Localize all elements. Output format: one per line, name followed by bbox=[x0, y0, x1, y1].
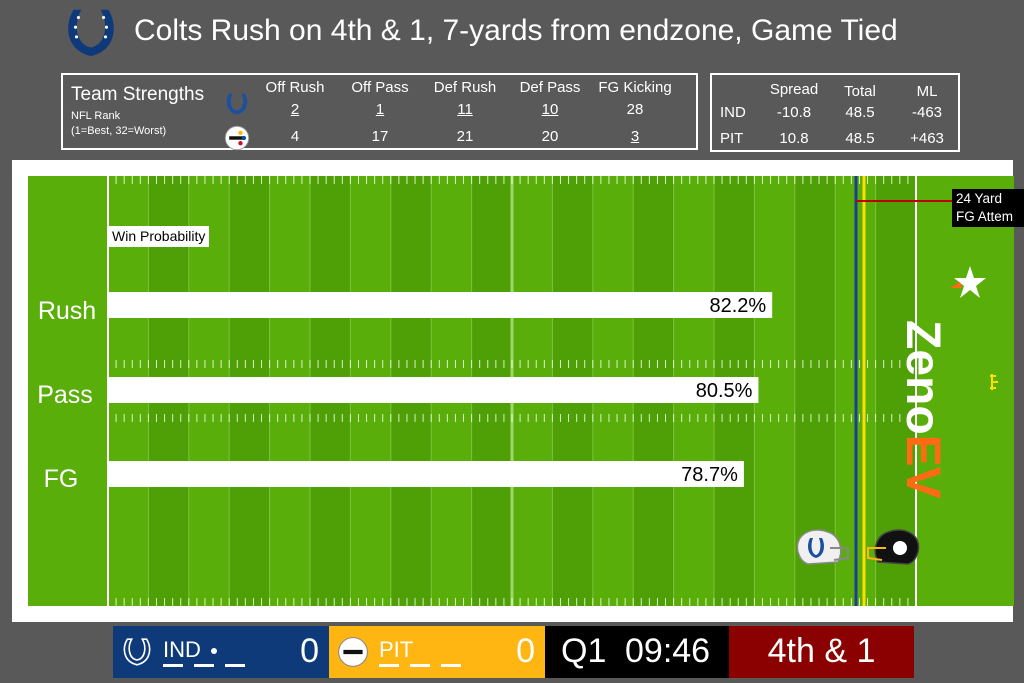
colts-scoreboard-logo bbox=[123, 638, 151, 666]
pit-moneyline: +463 bbox=[910, 130, 944, 147]
col-header-off-rush: Off Rush bbox=[265, 79, 325, 96]
ind-def-pass-rank: 10 bbox=[541, 101, 559, 118]
pit-score: 0 bbox=[516, 632, 535, 670]
colts-helmet-icon bbox=[796, 529, 849, 565]
pit-total: 48.5 bbox=[845, 130, 875, 147]
pit-abbr: PIT bbox=[379, 637, 414, 662]
col-header-fg-kicking: FG Kicking bbox=[598, 79, 672, 96]
ind-moneyline: -463 bbox=[911, 104, 943, 121]
pit-off-rush-rank: 4 bbox=[290, 128, 300, 145]
page-title: Colts Rush on 4th & 1, 7-yards from endz… bbox=[134, 14, 898, 47]
ind-timeouts bbox=[163, 664, 256, 667]
ind-off-rush-rank: 2 bbox=[290, 101, 300, 118]
pit-def-rush-rank: 21 bbox=[456, 128, 474, 145]
zeno-star-logo bbox=[950, 266, 986, 298]
win-probability-label: Win Probability bbox=[108, 226, 210, 247]
fg-attempt-note: 24 Yard FG Attem bbox=[952, 189, 1024, 227]
ind-off-pass-rank: 1 bbox=[375, 101, 385, 118]
ind-def-rush-rank: 11 bbox=[457, 101, 473, 118]
down-distance-text: 4th & 1 bbox=[767, 632, 876, 670]
hash-marks bbox=[115, 176, 909, 606]
pit-timeouts bbox=[379, 664, 472, 667]
win-prob-value-fg: 78.7% bbox=[681, 464, 738, 486]
possession-indicator bbox=[211, 648, 217, 654]
col-header-ml: ML bbox=[916, 83, 938, 100]
scoreboard-pit: PIT 0 bbox=[329, 626, 545, 678]
brand-zeno-text: Zeno bbox=[896, 320, 949, 435]
colts-horseshoe-logo bbox=[68, 9, 114, 57]
row-label-pass: Pass bbox=[37, 381, 93, 409]
row-label-rush: Rush bbox=[37, 297, 97, 325]
odds-team-ind: IND bbox=[720, 104, 746, 121]
win-prob-value-pass: 80.5% bbox=[696, 380, 753, 402]
steelers-helmet-icon bbox=[867, 529, 920, 565]
win-prob-bar-rush bbox=[108, 292, 773, 318]
fg-note-line2: FG Attem bbox=[956, 209, 1014, 224]
pit-off-pass-rank: 17 bbox=[371, 128, 389, 145]
fg-note-line1: 24 Yard bbox=[956, 191, 1003, 206]
win-prob-bar-pass bbox=[108, 377, 759, 403]
col-header-def-rush: Def Rush bbox=[433, 79, 497, 96]
rank-scale-label: (1=Best, 32=Worst) bbox=[71, 125, 167, 137]
win-prob-bar-fg bbox=[108, 461, 744, 487]
odds-team-pit: PIT bbox=[720, 130, 744, 147]
zeno-ev-brand: ZenoEV bbox=[895, 320, 950, 499]
betting-odds-panel: Spread Total ML IND -10.8 48.5 -463 PIT … bbox=[710, 73, 960, 152]
row-label-fg: FG bbox=[43, 465, 79, 493]
goal-post-icon bbox=[990, 374, 998, 390]
ind-score: 0 bbox=[300, 632, 319, 670]
football-field-chart: 82.2% 80.5% 78.7% bbox=[28, 176, 1014, 606]
pit-spread: 10.8 bbox=[779, 130, 809, 147]
colts-logo-icon bbox=[226, 93, 248, 115]
col-header-def-pass: Def Pass bbox=[519, 79, 581, 96]
scoreboard-ind: IND 0 bbox=[113, 626, 329, 678]
win-probability-bars: 82.2% 80.5% 78.7% bbox=[108, 292, 773, 487]
game-clock: Q1 09:46 bbox=[545, 626, 729, 678]
steelers-scoreboard-logo bbox=[338, 637, 368, 667]
clock-time: 09:46 bbox=[625, 632, 711, 670]
win-prob-value-rush: 82.2% bbox=[709, 295, 766, 317]
ind-total: 48.5 bbox=[845, 104, 875, 121]
team-strengths-panel: Team Strengths NFL Rank (1=Best, 32=Wors… bbox=[61, 73, 698, 151]
pit-def-pass-rank: 20 bbox=[541, 128, 559, 145]
ind-abbr: IND bbox=[163, 637, 201, 662]
ind-spread: -10.8 bbox=[776, 104, 812, 121]
ind-fg-kicking-rank: 28 bbox=[626, 101, 644, 118]
steelers-logo-icon bbox=[224, 125, 250, 151]
quarter: Q1 bbox=[561, 632, 607, 670]
team-strengths-title: Team Strengths bbox=[71, 84, 205, 105]
col-header-spread: Spread bbox=[769, 81, 819, 98]
nfl-rank-label: NFL Rank bbox=[71, 110, 121, 122]
col-header-total: Total bbox=[844, 83, 876, 100]
down-and-distance: 4th & 1 bbox=[729, 626, 914, 678]
col-header-off-pass: Off Pass bbox=[351, 79, 409, 96]
pit-fg-kicking-rank: 3 bbox=[630, 128, 640, 145]
brand-ev-text: EV bbox=[896, 434, 949, 499]
